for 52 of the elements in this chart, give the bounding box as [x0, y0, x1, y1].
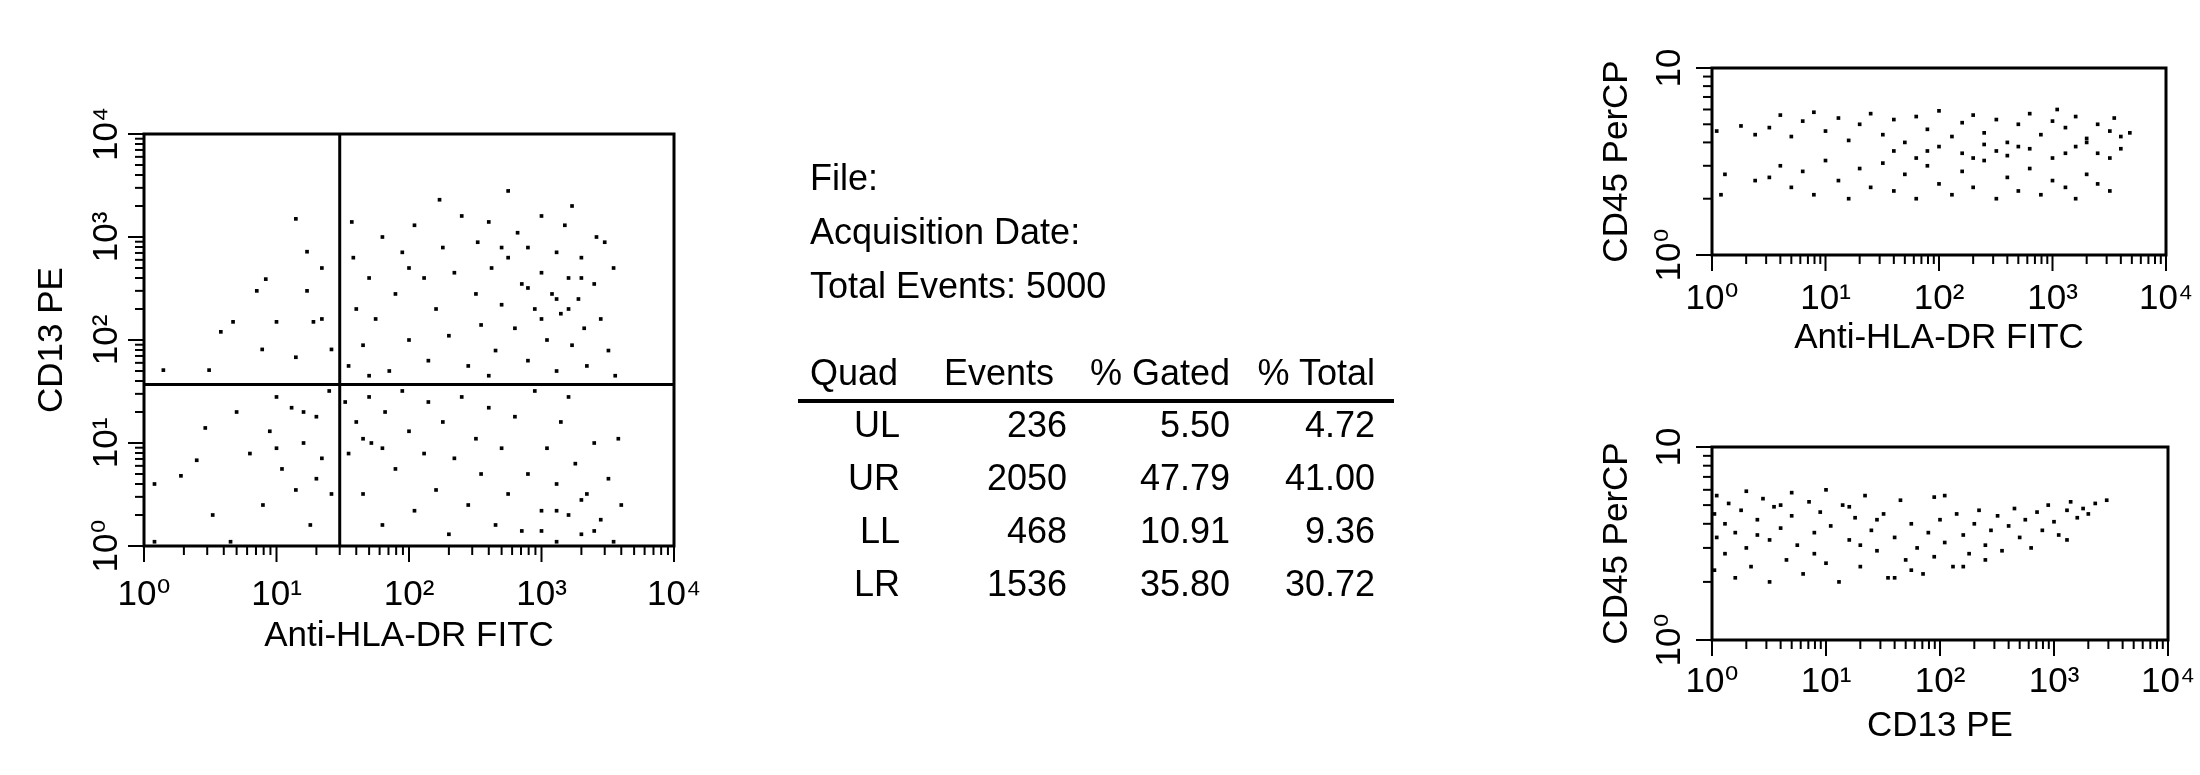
x-axis-title: Anti-HLA-DR FITC	[264, 613, 554, 653]
text: 1536	[986, 563, 1067, 604]
text: 47.79	[1139, 457, 1230, 498]
y-tick-label: 10	[1647, 427, 1687, 467]
y-tick-label: 10⁴	[84, 107, 124, 161]
text: 41.00	[1284, 457, 1375, 498]
y-axis-title: CD45 PerCP	[1594, 442, 1634, 645]
x-tick-label: 10²	[1914, 659, 1966, 699]
x-tick-label: 10⁴	[647, 572, 701, 612]
text: Events	[943, 352, 1054, 393]
x-tick-label: 10²	[1913, 276, 1965, 316]
x-tick-label: 10⁰	[1685, 276, 1739, 316]
text: 10.91	[1139, 510, 1230, 551]
x-axis-title: CD13 PE	[1867, 703, 2013, 743]
x-tick-label: 10¹	[1800, 276, 1851, 316]
text: LR	[853, 563, 900, 604]
text: % Total	[1257, 352, 1375, 393]
y-tick-label: 10¹	[84, 417, 124, 469]
y-tick-label: 10⁰	[1647, 228, 1687, 282]
x-tick-label: 10⁰	[1685, 659, 1739, 699]
text: 468	[1006, 510, 1067, 551]
x-tick-label: 10⁰	[117, 572, 171, 612]
text: % Gated	[1089, 352, 1230, 393]
x-tick-label: 10³	[516, 572, 567, 612]
x-tick-label: 10²	[383, 572, 435, 612]
text: 35.80	[1139, 563, 1230, 604]
y-tick-label: 10	[1647, 48, 1687, 88]
x-tick-label: 10⁴	[2139, 276, 2193, 316]
text: 4.72	[1304, 404, 1375, 445]
text: LL	[859, 510, 900, 551]
text: 9.36	[1304, 510, 1375, 551]
text: 236	[1006, 404, 1067, 445]
text: 5.50	[1159, 404, 1230, 445]
text: File:	[810, 157, 879, 198]
text: 30.72	[1284, 563, 1375, 604]
text: Total Events: 5000	[810, 265, 1107, 306]
x-tick-label: 10¹	[1800, 659, 1852, 699]
y-tick-label: 10⁰	[84, 519, 124, 573]
y-axis-title: CD13 PE	[29, 267, 69, 413]
x-tick-label: 10³	[2028, 659, 2080, 699]
x-axis-title: Anti-HLA-DR FITC	[1794, 315, 2084, 355]
text: UR	[848, 457, 900, 498]
text: 2050	[986, 457, 1067, 498]
x-tick-label: 10³	[2027, 276, 2078, 316]
text: UL	[853, 404, 900, 445]
x-tick-label: 10¹	[251, 572, 302, 612]
text: Quad	[810, 352, 899, 393]
text: Acquisition Date:	[810, 211, 1081, 252]
x-tick-label: 10⁴	[2141, 659, 2195, 699]
y-tick-label: 10²	[84, 314, 124, 366]
y-axis-title: CD45 PerCP	[1594, 60, 1634, 263]
y-tick-label: 10³	[84, 211, 124, 263]
